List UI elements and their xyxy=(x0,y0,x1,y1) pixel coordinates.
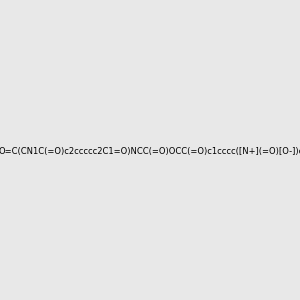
Text: O=C(CN1C(=O)c2ccccc2C1=O)NCC(=O)OCC(=O)c1cccc([N+](=O)[O-])c1: O=C(CN1C(=O)c2ccccc2C1=O)NCC(=O)OCC(=O)c… xyxy=(0,147,300,156)
